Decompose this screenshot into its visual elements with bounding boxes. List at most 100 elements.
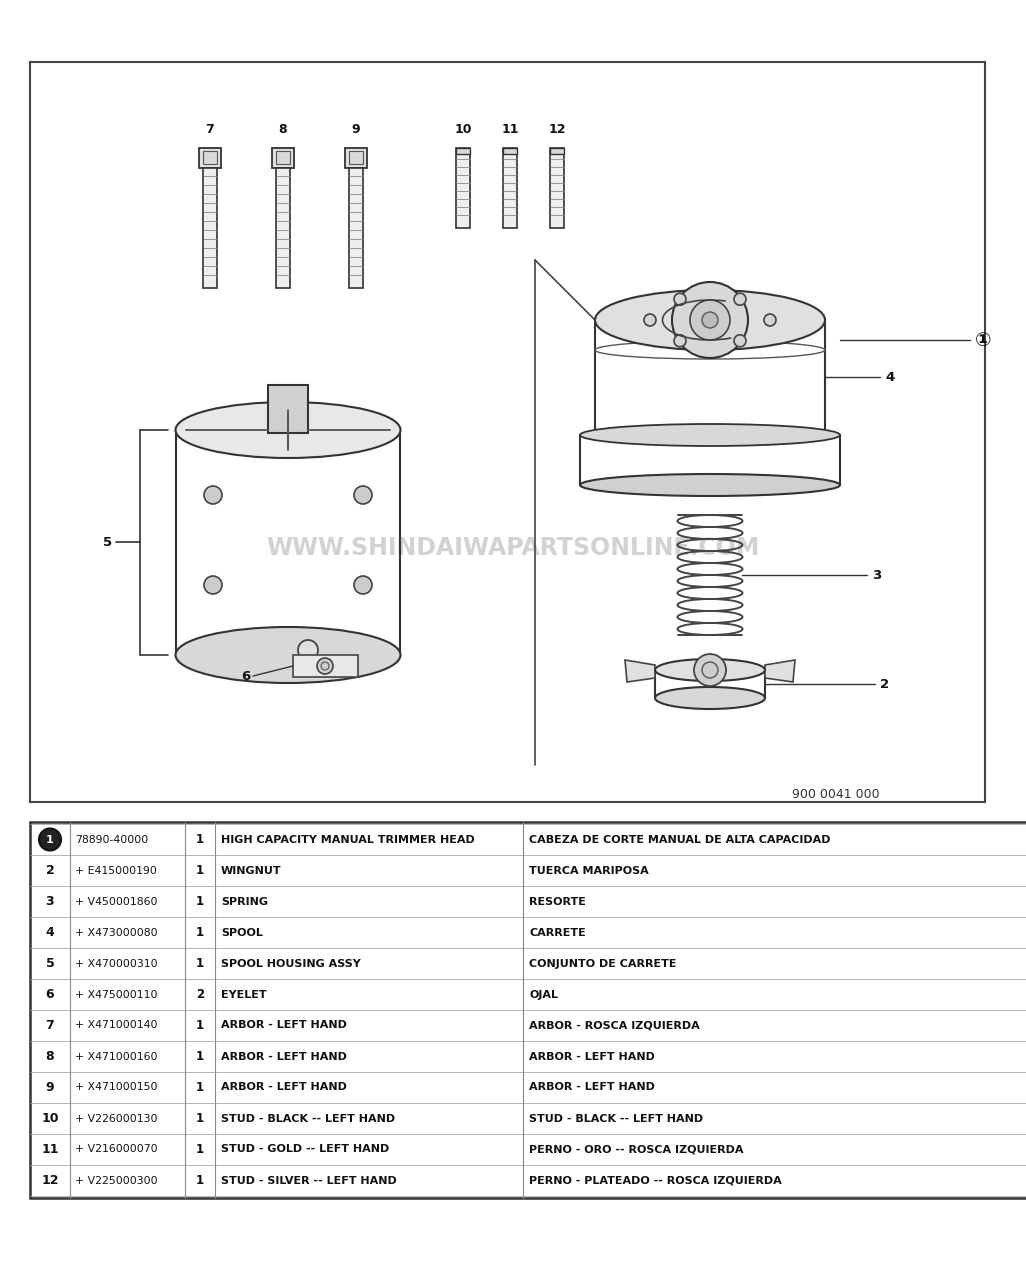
Text: + E415000190: + E415000190 <box>75 865 157 876</box>
Text: + X473000080: + X473000080 <box>75 928 158 937</box>
Text: 3: 3 <box>872 568 881 581</box>
Text: 7: 7 <box>45 1019 54 1032</box>
Text: + V450001860: + V450001860 <box>75 896 158 906</box>
Bar <box>30 61 985 803</box>
Bar <box>345 148 367 168</box>
Bar <box>503 148 517 154</box>
Circle shape <box>690 300 731 340</box>
Text: ARBOR - ROSCA IZQUIERDA: ARBOR - ROSCA IZQUIERDA <box>529 1020 700 1030</box>
Text: 4: 4 <box>885 370 895 384</box>
Text: 9: 9 <box>352 123 360 136</box>
Text: 12: 12 <box>548 123 565 136</box>
Circle shape <box>321 662 329 669</box>
Text: 2: 2 <box>880 677 890 690</box>
Text: 10: 10 <box>455 123 472 136</box>
Text: 1: 1 <box>46 835 54 845</box>
Text: 1: 1 <box>196 1112 204 1125</box>
Bar <box>268 385 308 433</box>
Ellipse shape <box>655 687 765 709</box>
Ellipse shape <box>655 659 765 681</box>
Text: ARBOR - LEFT HAND: ARBOR - LEFT HAND <box>221 1083 347 1093</box>
Bar <box>349 151 363 164</box>
Bar <box>30 822 1026 1198</box>
Text: PERNO - PLATEADO -- ROSCA IZQUIERDA: PERNO - PLATEADO -- ROSCA IZQUIERDA <box>529 1175 782 1185</box>
Text: ARBOR - LEFT HAND: ARBOR - LEFT HAND <box>529 1051 655 1061</box>
Bar <box>30 916 1026 948</box>
Text: + X470000310: + X470000310 <box>75 959 158 969</box>
Bar <box>503 148 517 228</box>
Text: OJAL: OJAL <box>529 989 558 1000</box>
Text: 78890-40000: 78890-40000 <box>75 835 148 845</box>
Text: HIGH CAPACITY MANUAL TRIMMER HEAD: HIGH CAPACITY MANUAL TRIMMER HEAD <box>221 835 475 845</box>
Text: 2: 2 <box>45 864 54 877</box>
Circle shape <box>317 658 333 675</box>
Text: 1: 1 <box>196 925 204 940</box>
Text: 2: 2 <box>196 988 204 1001</box>
Text: 1: 1 <box>196 1019 204 1032</box>
Circle shape <box>674 335 686 347</box>
Bar <box>30 886 1026 916</box>
Polygon shape <box>765 660 795 682</box>
Text: ARBOR - LEFT HAND: ARBOR - LEFT HAND <box>221 1051 347 1061</box>
Bar <box>349 168 363 288</box>
Bar <box>550 148 564 228</box>
Circle shape <box>702 312 718 328</box>
Text: RESORTE: RESORTE <box>529 896 586 906</box>
Bar <box>30 1010 1026 1041</box>
Text: ARBOR - LEFT HAND: ARBOR - LEFT HAND <box>221 1020 347 1030</box>
Circle shape <box>354 576 372 594</box>
Text: 6: 6 <box>46 988 54 1001</box>
Bar <box>30 1041 1026 1073</box>
Text: ①: ① <box>975 330 991 349</box>
Text: 8: 8 <box>279 123 287 136</box>
Bar <box>276 168 290 288</box>
Bar <box>30 1165 1026 1196</box>
Text: 1: 1 <box>196 895 204 908</box>
Text: 1: 1 <box>196 864 204 877</box>
Text: 12: 12 <box>41 1174 58 1187</box>
Text: 1: 1 <box>196 1082 204 1094</box>
Bar <box>203 168 218 288</box>
Text: 900 0041 000: 900 0041 000 <box>792 788 880 801</box>
Text: 6: 6 <box>241 669 250 682</box>
Ellipse shape <box>175 402 400 458</box>
Text: SPRING: SPRING <box>221 896 268 906</box>
Text: 1: 1 <box>196 1050 204 1062</box>
Text: + X471000160: + X471000160 <box>75 1051 158 1061</box>
Bar <box>456 148 470 228</box>
Circle shape <box>764 314 776 326</box>
Text: 11: 11 <box>41 1143 58 1156</box>
Bar <box>30 1134 1026 1165</box>
Text: STUD - SILVER -- LEFT HAND: STUD - SILVER -- LEFT HAND <box>221 1175 397 1185</box>
Text: WWW.SHINDAIWAPARTSONLINE.COM: WWW.SHINDAIWAPARTSONLINE.COM <box>267 536 759 561</box>
Ellipse shape <box>580 474 840 497</box>
Ellipse shape <box>580 424 840 445</box>
Circle shape <box>734 293 746 305</box>
Bar <box>203 151 218 164</box>
Text: ARBOR - LEFT HAND: ARBOR - LEFT HAND <box>529 1083 655 1093</box>
Ellipse shape <box>595 291 825 349</box>
Text: + X471000150: + X471000150 <box>75 1083 158 1093</box>
Bar <box>30 1073 1026 1103</box>
Text: CABEZA DE CORTE MANUAL DE ALTA CAPACIDAD: CABEZA DE CORTE MANUAL DE ALTA CAPACIDAD <box>529 835 830 845</box>
Circle shape <box>672 282 748 358</box>
Bar <box>456 148 470 154</box>
Text: + V226000130: + V226000130 <box>75 1114 158 1124</box>
Text: PERNO - ORO -- ROSCA IZQUIERDA: PERNO - ORO -- ROSCA IZQUIERDA <box>529 1144 744 1155</box>
Circle shape <box>354 486 372 504</box>
Text: 8: 8 <box>46 1050 54 1062</box>
Text: 1: 1 <box>196 957 204 970</box>
Bar <box>30 855 1026 886</box>
Text: SPOOL HOUSING ASSY: SPOOL HOUSING ASSY <box>221 959 361 969</box>
Text: WINGNUT: WINGNUT <box>221 865 281 876</box>
Bar <box>272 148 294 168</box>
Bar <box>30 1103 1026 1134</box>
Text: + V225000300: + V225000300 <box>75 1175 158 1185</box>
Text: STUD - BLACK -- LEFT HAND: STUD - BLACK -- LEFT HAND <box>221 1114 395 1124</box>
Text: STUD - GOLD -- LEFT HAND: STUD - GOLD -- LEFT HAND <box>221 1144 389 1155</box>
Ellipse shape <box>175 627 400 684</box>
Text: 5: 5 <box>45 957 54 970</box>
Circle shape <box>204 576 222 594</box>
Bar <box>30 824 1026 855</box>
Text: 11: 11 <box>502 123 519 136</box>
